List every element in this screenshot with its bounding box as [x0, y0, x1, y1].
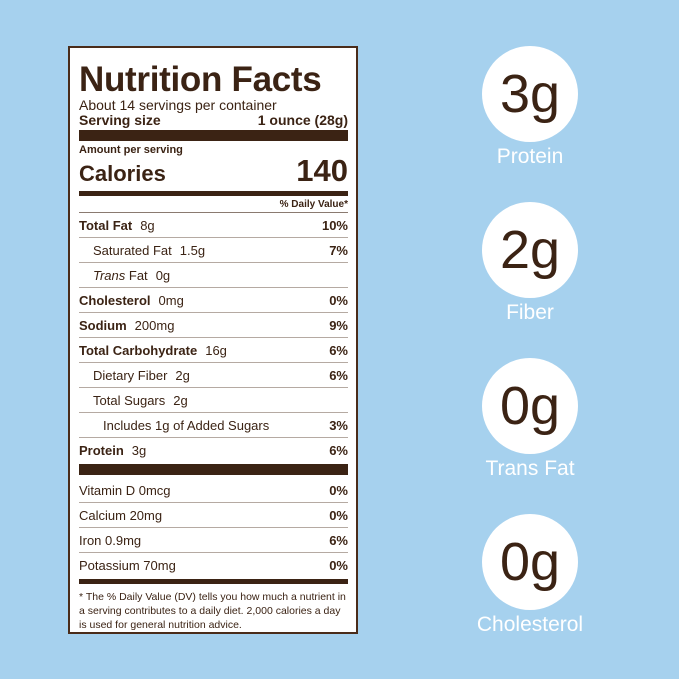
nutrient-name: Total Carbohydrate — [79, 342, 198, 358]
nutrient-amount: 200mg — [134, 317, 175, 333]
nutrient-dv: 10% — [321, 217, 348, 233]
nutrient-name: Protein — [79, 442, 124, 458]
nutrition-label: Nutrition Facts About 14 servings per co… — [68, 46, 358, 634]
nutrient-amount: 2g — [173, 392, 188, 408]
nutrient-dv: 7% — [329, 242, 348, 258]
footnote: * The % Daily Value (DV) tells you how m… — [79, 591, 346, 631]
nutrient-left: Total Carbohydrate 16g — [79, 343, 227, 358]
nutrient-left: Trans Fat 0g — [79, 268, 170, 283]
divider — [79, 191, 348, 196]
serving-size-label: Serving size — [79, 112, 161, 128]
highlight-value: 0g — [482, 358, 578, 454]
vitamin-dv: 0% — [329, 507, 348, 523]
nutrient-row: Dietary Fiber 2g 6% — [79, 362, 348, 387]
highlight-label: Cholesterol — [476, 613, 584, 636]
nutrient-left: Total Sugars 2g — [79, 393, 188, 408]
nutrient-left: Saturated Fat 1.5g — [79, 243, 205, 258]
calories-row: Calories 140 — [79, 153, 348, 189]
nutrient-row: Trans Fat 0g — [79, 262, 348, 287]
nutrient-rows: Total Fat 8g 10% Saturated Fat 1.5g 7% Trans F… — [79, 213, 348, 462]
nutrient-row: Protein 3g 6% — [79, 437, 348, 462]
vitamin-dv: 6% — [329, 532, 348, 548]
nutrient-name: Sodium — [79, 317, 127, 333]
servings: About 14 servings per container — [79, 97, 277, 113]
vitamin-name: Potassium 70mg — [79, 557, 176, 573]
nutrient-amount: 2g — [175, 367, 190, 383]
nutrient-dv: 3% — [329, 417, 348, 433]
vitamin-row: Calcium 20mg 0% — [79, 502, 348, 527]
calories-label: Calories — [79, 161, 166, 186]
nutrient-name: Dietary Fiber — [93, 367, 168, 383]
highlight-label: Fiber — [506, 301, 554, 324]
divider — [79, 130, 348, 141]
nutrient-left: Total Fat 8g — [79, 218, 155, 233]
nutrient-name: Cholesterol — [79, 292, 151, 308]
nutrient-amount: 1.5g — [179, 242, 206, 258]
nutrient-name: Total Fat — [79, 217, 133, 233]
nutrient-dv: 9% — [329, 317, 348, 333]
highlight-value: 0g — [482, 514, 578, 610]
nutrient-dv: 0% — [329, 292, 348, 308]
dv-header: % Daily Value* — [279, 199, 348, 210]
highlight-label: Trans Fat — [485, 457, 575, 480]
nutrient-name: Total Sugars — [93, 392, 166, 408]
vitamin-name: Iron 0.9mg — [79, 532, 142, 548]
vitamin-row: Iron 0.9mg 6% — [79, 527, 348, 552]
calories: 140 — [296, 153, 348, 188]
nutrient-left: Includes 1g of Added Sugars — [79, 418, 269, 433]
nutrient-left: Cholesterol 0mg — [79, 293, 184, 308]
nutrient-left: Protein 3g — [79, 443, 146, 458]
nutrient-name: Includes 1g of Added Sugars — [103, 417, 270, 433]
vitamin-row: Potassium 70mg 0% — [79, 552, 348, 577]
nutrient-dv: 6% — [329, 442, 348, 458]
highlight-value: 3g — [482, 46, 578, 142]
vitamin-row: Vitamin D 0mcg 0% — [79, 478, 348, 502]
vitamin-dv: 0% — [329, 557, 348, 573]
nutrient-dv: 6% — [329, 367, 348, 383]
vitamin-rows: Vitamin D 0mcg 0% Calcium 20mg 0% Iron 0.9mg… — [79, 478, 348, 577]
nutrient-row: Sodium 200mg 9% — [79, 312, 348, 337]
nutrient-name-italic: Trans — [93, 267, 126, 283]
nutrient-amount: 16g — [205, 342, 227, 358]
nutrient-row: Total Carbohydrate 16g 6% — [79, 337, 348, 362]
highlight-label: Protein — [496, 145, 564, 168]
serving-size-row: Serving size 1 ounce (28g) — [79, 113, 348, 128]
nutrient-row: Total Sugars 2g — [79, 387, 348, 412]
divider — [79, 212, 348, 213]
nutrient-row: Includes 1g of Added Sugars 3% — [79, 412, 348, 437]
highlight-value: 2g — [482, 202, 578, 298]
serving-size: 1 ounce (28g) — [257, 112, 348, 128]
nutrient-name: Fat — [128, 267, 148, 283]
nutrient-row: Cholesterol 0mg 0% — [79, 287, 348, 312]
nutrient-name: Saturated Fat — [93, 242, 172, 258]
vitamin-name: Calcium 20mg — [79, 507, 163, 523]
nutrient-dv: 6% — [329, 342, 348, 358]
nutrient-left: Sodium 200mg — [79, 318, 174, 333]
nutrient-row: Total Fat 8g 10% — [79, 213, 348, 237]
vitamin-name: Vitamin D 0mcg — [79, 482, 171, 498]
amount-per-serving: Amount per serving — [79, 144, 183, 156]
divider — [79, 579, 348, 584]
nutrient-left: Dietary Fiber 2g — [79, 368, 190, 383]
nutrient-amount: 0g — [155, 267, 171, 283]
nutrient-amount: 3g — [131, 442, 147, 458]
label-title: Nutrition Facts — [79, 60, 322, 99]
nutrient-amount: 8g — [140, 217, 155, 233]
nutrient-amount: 0mg — [158, 292, 184, 308]
nutrient-row: Saturated Fat 1.5g 7% — [79, 237, 348, 262]
divider — [79, 464, 348, 475]
vitamin-dv: 0% — [329, 482, 348, 498]
